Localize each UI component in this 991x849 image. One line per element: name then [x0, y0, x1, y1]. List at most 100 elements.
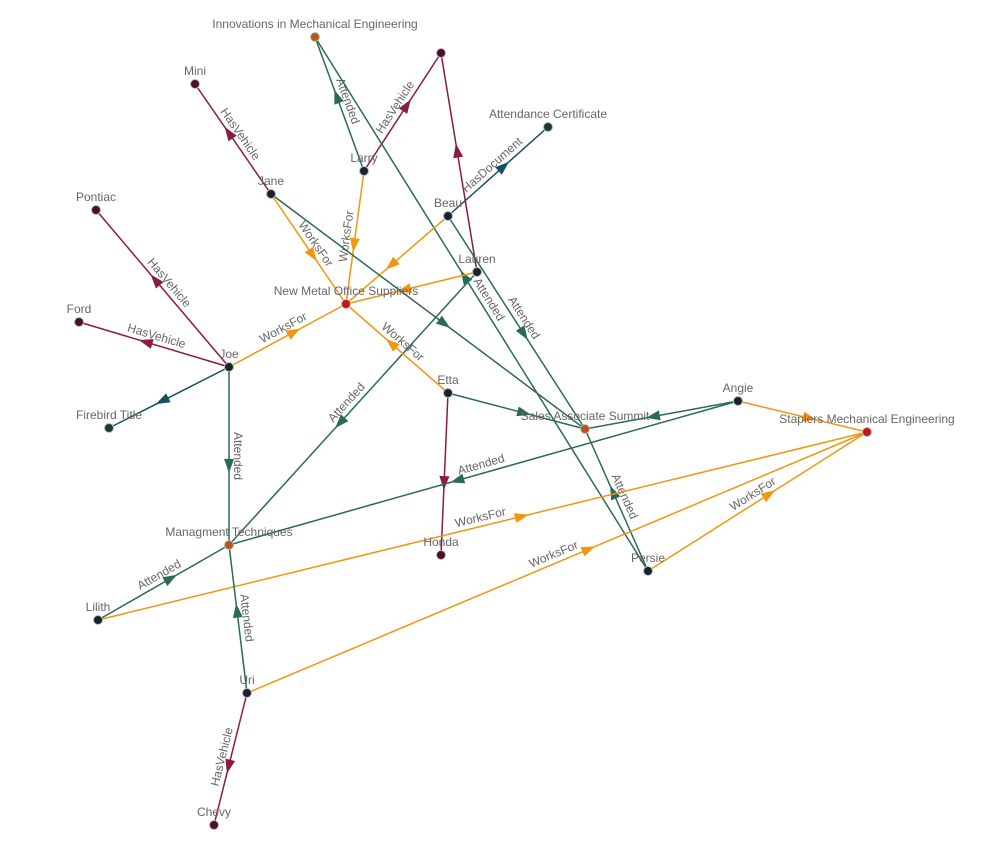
- node-innov[interactable]: Innovations in Mechanical Engineering: [212, 17, 418, 42]
- edge-line: [95, 209, 230, 368]
- node-dot[interactable]: [104, 423, 114, 433]
- node-newmetal[interactable]: New Metal Office Suppliers: [274, 284, 419, 309]
- node-label: Ford: [67, 302, 92, 316]
- node-dot[interactable]: [436, 48, 446, 58]
- edge-line: [647, 431, 868, 572]
- edge-joe-newmetal: WorksFor: [228, 303, 347, 368]
- arrowhead-icon: [385, 256, 400, 270]
- node-ford[interactable]: Ford: [67, 302, 92, 327]
- node-mgmt[interactable]: Managment Techniques: [165, 525, 293, 550]
- edge-line: [270, 193, 586, 430]
- node-veh1[interactable]: [436, 48, 446, 58]
- node-chevy[interactable]: Chevy: [197, 805, 231, 830]
- node-dot[interactable]: [643, 566, 653, 576]
- edge-line: [194, 83, 272, 195]
- node-dot[interactable]: [580, 424, 590, 434]
- node-lilith[interactable]: Lilith: [86, 600, 111, 625]
- node-dot[interactable]: [266, 189, 276, 199]
- arrowhead-icon: [334, 89, 344, 105]
- node-dot[interactable]: [443, 388, 453, 398]
- node-dot[interactable]: [443, 211, 453, 221]
- node-dot[interactable]: [209, 820, 219, 830]
- node-dot[interactable]: [862, 427, 872, 437]
- edge-persie-staplers: WorksFor: [647, 431, 868, 572]
- node-dot[interactable]: [341, 299, 351, 309]
- arrowhead-icon: [516, 406, 532, 417]
- node-label: Firebird Title: [76, 408, 142, 422]
- arrowhead-icon: [801, 411, 817, 422]
- edge-joe-mgmt: Attended: [224, 367, 245, 545]
- node-dot[interactable]: [242, 688, 252, 698]
- edge-lauren-mgmt: Attended: [228, 271, 478, 546]
- node-beau[interactable]: Beau: [434, 196, 462, 221]
- edge-beau-newmetal: [345, 215, 449, 305]
- edge-label: WorksFor: [336, 210, 357, 263]
- node-dot[interactable]: [190, 79, 200, 89]
- edge-line: [447, 215, 586, 430]
- arrowhead-icon: [224, 126, 237, 142]
- edge-line: [737, 400, 868, 433]
- node-sales[interactable]: Sales Associate Summit: [521, 409, 650, 434]
- node-dot[interactable]: [310, 32, 320, 42]
- edge-etta-newmetal: WorksFor: [345, 303, 449, 394]
- arrowhead-icon: [285, 328, 301, 340]
- node-label: Larry: [350, 151, 377, 165]
- edge-etta-honda: [439, 392, 450, 556]
- node-label: Lauren: [458, 252, 495, 266]
- node-dot[interactable]: [359, 166, 369, 176]
- node-cert[interactable]: Attendance Certificate: [489, 107, 607, 132]
- node-uri[interactable]: Uri: [239, 673, 255, 698]
- node-larry[interactable]: Larry: [350, 151, 378, 176]
- edge-line: [584, 400, 739, 430]
- edge-label: Attended: [237, 593, 257, 642]
- edge-line: [228, 271, 478, 546]
- edge-label: HasVehicle: [218, 105, 264, 163]
- node-dot[interactable]: [93, 615, 103, 625]
- edge-line: [345, 215, 449, 305]
- edge-line: [314, 36, 365, 172]
- edge-line: [97, 544, 230, 621]
- edge-label: WorksFor: [527, 538, 580, 571]
- node-firebird[interactable]: Firebird Title: [76, 408, 142, 433]
- node-staplers[interactable]: Staplers Mechanical Engineering: [779, 412, 955, 437]
- arrowhead-icon: [335, 414, 349, 429]
- edge-joe-ford: HasVehicle: [78, 321, 230, 368]
- edge-angie-staplers: [737, 400, 868, 433]
- edge-persie-sales: Attended: [584, 428, 649, 572]
- node-dot[interactable]: [224, 540, 234, 550]
- node-label: Angie: [723, 381, 754, 395]
- edge-line: [584, 428, 649, 572]
- edge-line: [97, 431, 868, 621]
- node-label: Sales Associate Summit: [521, 409, 650, 423]
- node-mini[interactable]: Mini: [184, 64, 206, 89]
- edge-uri-staplers: WorksFor: [246, 431, 868, 694]
- node-etta[interactable]: Etta: [437, 373, 459, 398]
- node-persie[interactable]: Persie: [631, 551, 665, 576]
- edge-line: [447, 392, 586, 430]
- edge-jane-sales: [270, 193, 586, 430]
- node-joe[interactable]: Joe: [219, 347, 239, 372]
- node-dot[interactable]: [74, 317, 84, 327]
- node-dot[interactable]: [543, 122, 553, 132]
- node-label: Mini: [184, 64, 206, 78]
- node-angie[interactable]: Angie: [723, 381, 754, 406]
- node-dot[interactable]: [733, 396, 743, 406]
- node-dot[interactable]: [436, 550, 446, 560]
- node-lauren[interactable]: Lauren: [458, 252, 496, 277]
- node-dot[interactable]: [224, 362, 234, 372]
- arrowhead-icon: [232, 603, 243, 619]
- arrowhead-icon: [645, 410, 661, 421]
- arrowhead-icon: [150, 274, 164, 289]
- node-jane[interactable]: Jane: [258, 174, 284, 199]
- node-dot[interactable]: [472, 267, 482, 277]
- node-dot[interactable]: [91, 205, 101, 215]
- arrowhead-icon: [435, 315, 451, 329]
- node-label: Beau: [434, 196, 462, 210]
- edge-line: [246, 431, 868, 694]
- node-label: Chevy: [197, 805, 231, 819]
- edge-lauren-veh1: [440, 52, 478, 273]
- node-pontiac[interactable]: Pontiac: [76, 190, 116, 215]
- node-honda[interactable]: Honda: [423, 535, 459, 560]
- arrowhead-icon: [162, 574, 177, 587]
- arrowhead-icon: [760, 490, 776, 502]
